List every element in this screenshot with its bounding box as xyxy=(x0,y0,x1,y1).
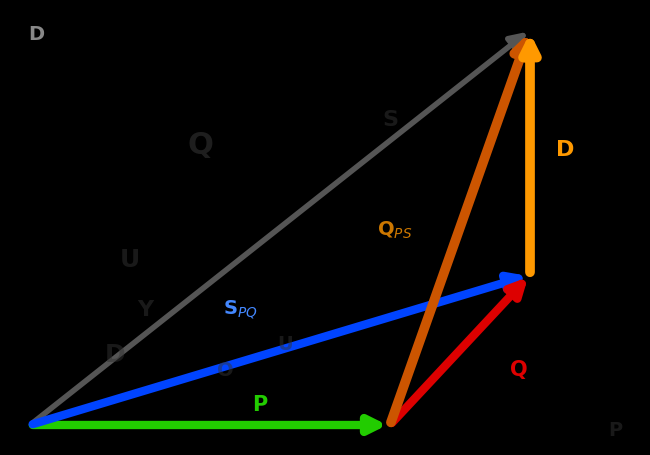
Text: U: U xyxy=(120,248,140,272)
Text: Y: Y xyxy=(137,300,153,320)
Text: P: P xyxy=(252,395,268,415)
Text: S: S xyxy=(382,110,398,130)
Text: U: U xyxy=(277,335,293,354)
Text: Q$_{PS}$: Q$_{PS}$ xyxy=(378,219,413,241)
Text: P: P xyxy=(608,420,622,440)
Text: O: O xyxy=(216,360,233,379)
Text: D: D xyxy=(28,25,44,44)
Text: D: D xyxy=(105,343,125,367)
Text: Q: Q xyxy=(187,131,213,160)
Text: S$_{PQ}$: S$_{PQ}$ xyxy=(223,299,257,321)
Text: D: D xyxy=(556,140,574,160)
Text: Q: Q xyxy=(510,360,528,380)
